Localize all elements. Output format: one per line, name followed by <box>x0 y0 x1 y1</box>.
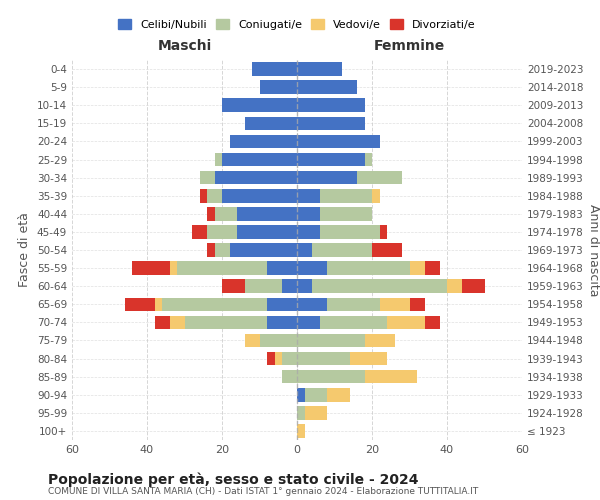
Bar <box>207 225 237 238</box>
Bar <box>297 406 305 419</box>
Bar <box>409 262 425 275</box>
Bar <box>282 370 297 384</box>
Bar <box>372 243 402 257</box>
Bar <box>372 189 380 202</box>
Bar <box>380 298 409 311</box>
Bar <box>365 334 395 347</box>
Y-axis label: Fasce di età: Fasce di età <box>19 212 31 288</box>
Bar <box>320 189 372 202</box>
Bar <box>222 152 297 166</box>
Bar <box>349 352 387 366</box>
Bar <box>297 62 342 76</box>
Bar <box>267 352 275 366</box>
Bar <box>252 62 297 76</box>
Bar <box>297 243 312 257</box>
Bar <box>320 316 387 329</box>
Bar <box>327 388 349 402</box>
Bar <box>229 243 297 257</box>
Bar <box>132 262 170 275</box>
Bar <box>297 334 365 347</box>
Bar <box>207 189 222 202</box>
Bar <box>327 298 380 311</box>
Bar <box>320 225 380 238</box>
Bar <box>365 152 372 166</box>
Bar <box>297 189 320 202</box>
Bar <box>297 116 365 130</box>
Bar <box>162 298 267 311</box>
Bar <box>260 334 297 347</box>
Bar <box>327 262 409 275</box>
Bar <box>305 406 327 419</box>
Bar <box>365 370 417 384</box>
Text: COMUNE DI VILLA SANTA MARIA (CH) - Dati ISTAT 1° gennaio 2024 - Elaborazione TUT: COMUNE DI VILLA SANTA MARIA (CH) - Dati … <box>48 488 478 496</box>
Bar <box>199 171 215 184</box>
Bar <box>275 352 282 366</box>
Bar <box>125 298 155 311</box>
Bar <box>215 207 237 220</box>
Bar <box>387 316 425 329</box>
Bar <box>170 262 177 275</box>
Bar <box>425 262 439 275</box>
Legend: Celibi/Nubili, Coniugati/e, Vedovi/e, Divorziati/e: Celibi/Nubili, Coniugati/e, Vedovi/e, Di… <box>115 16 479 34</box>
Bar <box>267 298 297 311</box>
Bar <box>185 316 267 329</box>
Bar <box>447 280 462 293</box>
Bar <box>222 280 245 293</box>
Bar <box>155 316 170 329</box>
Bar <box>155 298 162 311</box>
Bar <box>357 171 402 184</box>
Text: Maschi: Maschi <box>157 39 212 53</box>
Bar <box>462 280 485 293</box>
Bar <box>305 388 327 402</box>
Bar <box>425 316 439 329</box>
Bar <box>409 298 425 311</box>
Bar <box>297 98 365 112</box>
Bar <box>312 243 372 257</box>
Bar <box>297 370 365 384</box>
Bar <box>207 243 215 257</box>
Bar <box>297 316 320 329</box>
Bar <box>215 243 229 257</box>
Bar <box>297 388 305 402</box>
Bar <box>237 207 297 220</box>
Bar <box>245 334 260 347</box>
Text: Popolazione per età, sesso e stato civile - 2024: Popolazione per età, sesso e stato civil… <box>48 472 419 487</box>
Y-axis label: Anni di nascita: Anni di nascita <box>587 204 600 296</box>
Bar <box>297 80 357 94</box>
Bar <box>320 207 372 220</box>
Bar <box>297 207 320 220</box>
Bar <box>237 225 297 238</box>
Bar <box>245 116 297 130</box>
Bar <box>229 134 297 148</box>
Bar <box>260 80 297 94</box>
Bar <box>297 171 357 184</box>
Bar <box>215 171 297 184</box>
Bar <box>215 152 222 166</box>
Bar <box>282 352 297 366</box>
Bar <box>297 262 327 275</box>
Bar <box>170 316 185 329</box>
Bar <box>207 207 215 220</box>
Bar <box>312 280 447 293</box>
Bar <box>297 225 320 238</box>
Text: Femmine: Femmine <box>374 39 445 53</box>
Bar <box>282 280 297 293</box>
Bar <box>380 225 387 238</box>
Bar <box>297 298 327 311</box>
Bar <box>297 352 349 366</box>
Bar <box>297 134 380 148</box>
Bar <box>199 189 207 202</box>
Bar <box>297 424 305 438</box>
Bar <box>297 280 312 293</box>
Bar <box>267 316 297 329</box>
Bar <box>222 189 297 202</box>
Bar <box>297 152 365 166</box>
Bar <box>192 225 207 238</box>
Bar <box>245 280 282 293</box>
Bar <box>222 98 297 112</box>
Bar <box>177 262 267 275</box>
Bar <box>267 262 297 275</box>
